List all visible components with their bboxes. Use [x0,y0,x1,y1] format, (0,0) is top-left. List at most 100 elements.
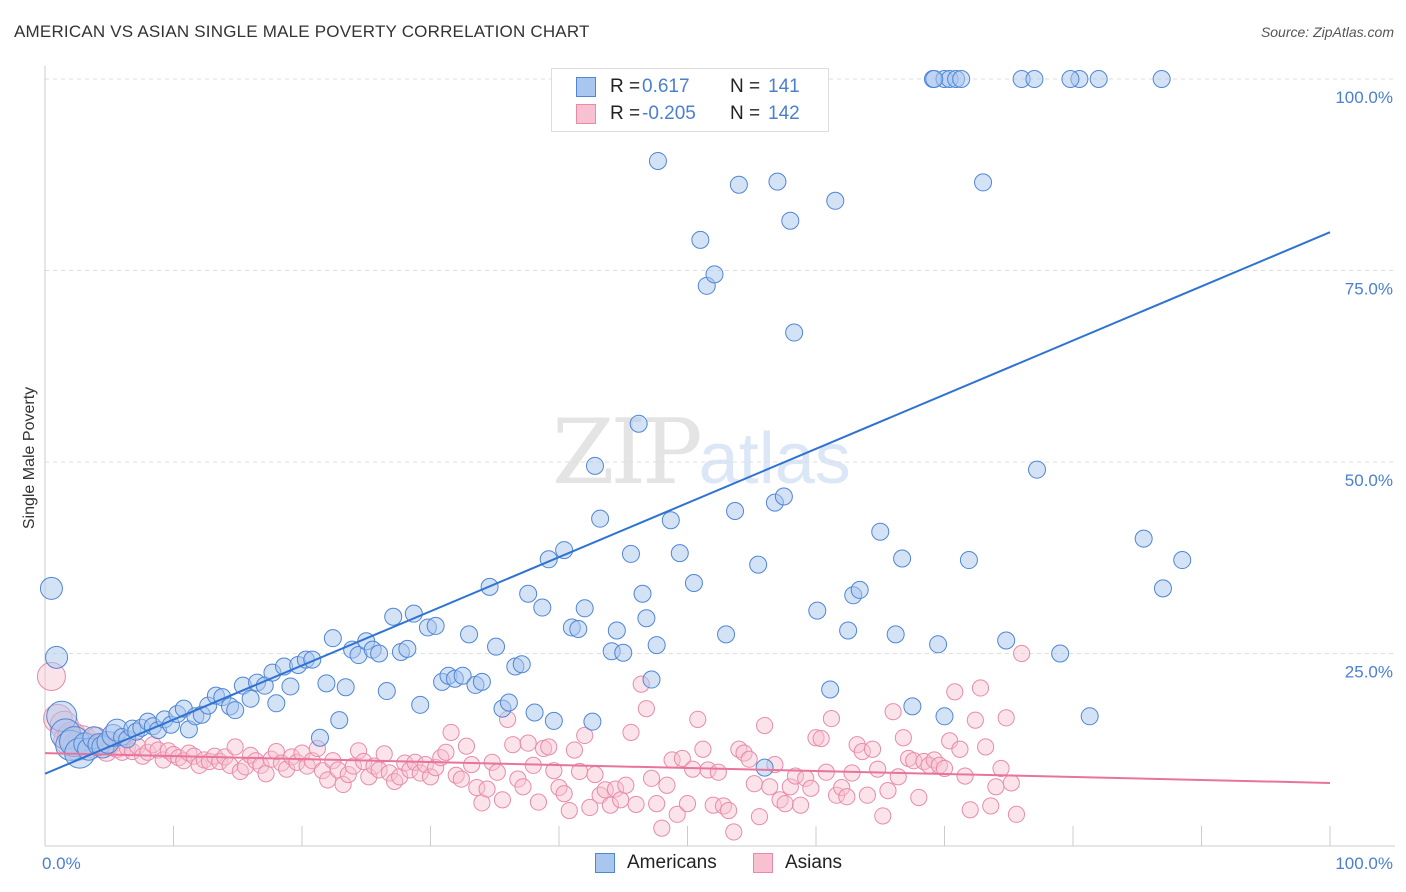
americans-point [1051,644,1070,663]
asians-swatch [576,104,596,124]
americans-point [768,172,787,191]
asians-point [966,711,984,729]
asians-point [565,741,583,759]
asians-point [545,762,563,780]
asians-point [889,768,907,786]
americans-point [642,670,661,689]
americans-point [785,323,804,342]
americans-point [404,604,423,623]
americans-point [426,616,445,635]
americans-point [749,555,768,574]
asians-point [555,785,573,803]
asians-point [576,726,594,745]
americans-point [935,707,954,726]
asians-point [452,770,470,788]
r-label: R = [610,103,641,124]
americans-point [648,151,667,170]
asians-point [349,742,368,760]
americans-point [583,712,602,731]
americans-point [774,487,793,506]
watermark: ZIPatlas [552,400,851,505]
asians-point [344,757,362,775]
americans-point [310,728,329,747]
asians-point [971,679,990,697]
asians-point [946,683,964,701]
americans-point [903,697,922,716]
asians-point [488,763,506,781]
americans-point [575,599,594,618]
asians-point [858,786,876,804]
asians-point [725,823,743,841]
americans-point [267,694,286,713]
asians-point [457,737,476,755]
americans-point [821,680,840,699]
americans-swatch [576,77,596,97]
asians-point [642,769,661,787]
americans-point [323,629,342,648]
americans-legend-label: Americans [627,852,717,873]
asians-point [385,772,404,790]
legend-row-asians: R = -0.205 N = 142 [576,102,800,126]
asians-point [360,768,378,786]
n-label: N = [730,103,761,124]
americans-point [871,522,890,541]
asians-legend-label: Asians [785,852,843,873]
asians-point [622,723,640,741]
asians-point [1007,805,1026,823]
asians-point [231,762,249,781]
y-tick-label: 50.0% [1345,471,1393,490]
asians-point [879,782,897,800]
asians-point [720,801,738,820]
asians-point [242,746,260,764]
americans-point [384,607,403,626]
asians-point [987,778,1005,796]
americans-point [886,625,905,644]
americans-point [755,758,774,777]
asians-point [756,716,774,735]
y-tick-label: 100.0% [1335,88,1393,107]
americans-point [670,544,689,563]
americans-point [512,655,531,674]
asians-point [1013,644,1031,663]
asians-point [226,738,244,756]
asians-point [313,762,332,780]
asians-point [863,740,882,758]
asians-point [627,795,645,813]
asians-point [786,767,805,785]
americans-point [997,631,1016,650]
americans-point [499,693,518,712]
americans-point [1025,70,1044,88]
y-tick-label: 75.0% [1345,280,1393,299]
asians-point [606,780,625,798]
americans-point [850,580,869,599]
y-tick-label: 25.0% [1345,663,1393,682]
asians-trend-line [44,752,1331,784]
n-value: 142 [768,103,800,124]
americans-point [591,509,610,528]
asians-point [257,765,275,783]
asians-point [792,796,810,814]
americans-point [607,621,626,640]
americans-point [1152,70,1171,88]
americans-point [1080,707,1099,726]
asians-point [427,759,445,777]
asians-point [437,743,455,761]
asians-legend-swatch [753,853,773,873]
asians-point [483,753,501,771]
asians-point [997,709,1015,727]
asians-point [853,742,871,761]
asians-point [812,729,830,748]
asians-point [935,759,954,777]
americans-point [826,191,845,210]
chart-title: AMERICAN VS ASIAN SINGLE MALE POVERTY CO… [14,22,590,41]
americans-point [398,639,417,658]
americans-point [45,645,69,669]
americans-point [647,636,666,655]
americans-point [281,677,300,696]
asians-point [977,738,995,756]
americans-point [633,584,652,603]
americans-point [330,711,349,730]
americans-point [1061,70,1080,88]
asians-point [319,771,337,789]
asians-point [910,788,928,807]
